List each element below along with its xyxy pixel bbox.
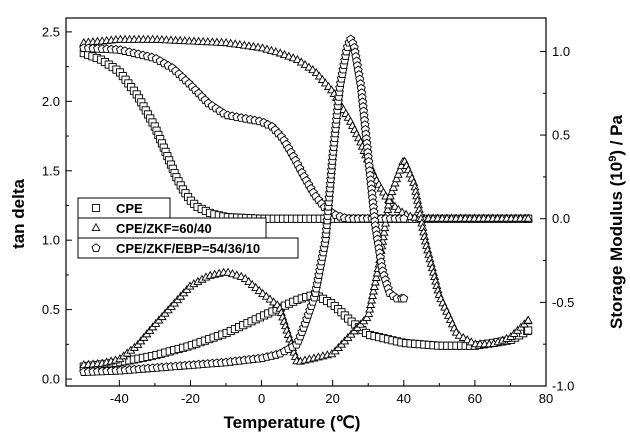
series-square-storage_modulus (80, 50, 532, 223)
y-left-tick-label: 0.0 (42, 372, 60, 387)
series-triangle-tan_delta (80, 158, 532, 368)
x-tick-label: 0 (258, 391, 265, 406)
x-tick-label: 20 (325, 391, 339, 406)
y-right-axis-title: Storage Modulus (109) / Pa (607, 114, 626, 328)
legend-label-cpe: CPE (116, 201, 143, 216)
legend-square-icon (92, 204, 99, 211)
y-left-tick-label: 1.5 (42, 163, 60, 178)
y-right-tick-label: 1.0 (552, 44, 570, 59)
x-tick-label: 60 (468, 391, 482, 406)
y-right-tick-label: -0.5 (552, 295, 574, 310)
data-point (525, 327, 532, 334)
x-axis-title: Temperature (℃) (224, 413, 361, 432)
y-right-title-main: Storage Modulus (10 (607, 162, 626, 329)
y-left-tick-label: 0.5 (42, 302, 60, 317)
y-left-tick-label: 2.5 (42, 24, 60, 39)
y-left-axis-title: tan delta (9, 179, 28, 249)
x-tick-label: -40 (110, 391, 129, 406)
legend: CPE CPE/ZKF=60/40 CPE/ZKF/EBP=54/36/10 (78, 198, 298, 258)
y-right-tick-label: 0.5 (552, 128, 570, 143)
legend-label-cpe-zkf: CPE/ZKF=60/40 (116, 221, 212, 236)
x-tick-label: 40 (397, 391, 411, 406)
y-right-tick-label: -1.0 (552, 379, 574, 394)
y-right-title-suffix: ) / Pa (607, 114, 626, 155)
x-tick-label: -20 (181, 391, 200, 406)
series-triangle-storage_modulus (80, 36, 532, 222)
y-left-tick-label: 2.0 (42, 94, 60, 109)
y-left-tick-label: 1.0 (42, 233, 60, 248)
y-right-tick-label: 0.0 (552, 211, 570, 226)
legend-label-cpe-zkf-ebp: CPE/ZKF/EBP=54/36/10 (116, 241, 260, 256)
